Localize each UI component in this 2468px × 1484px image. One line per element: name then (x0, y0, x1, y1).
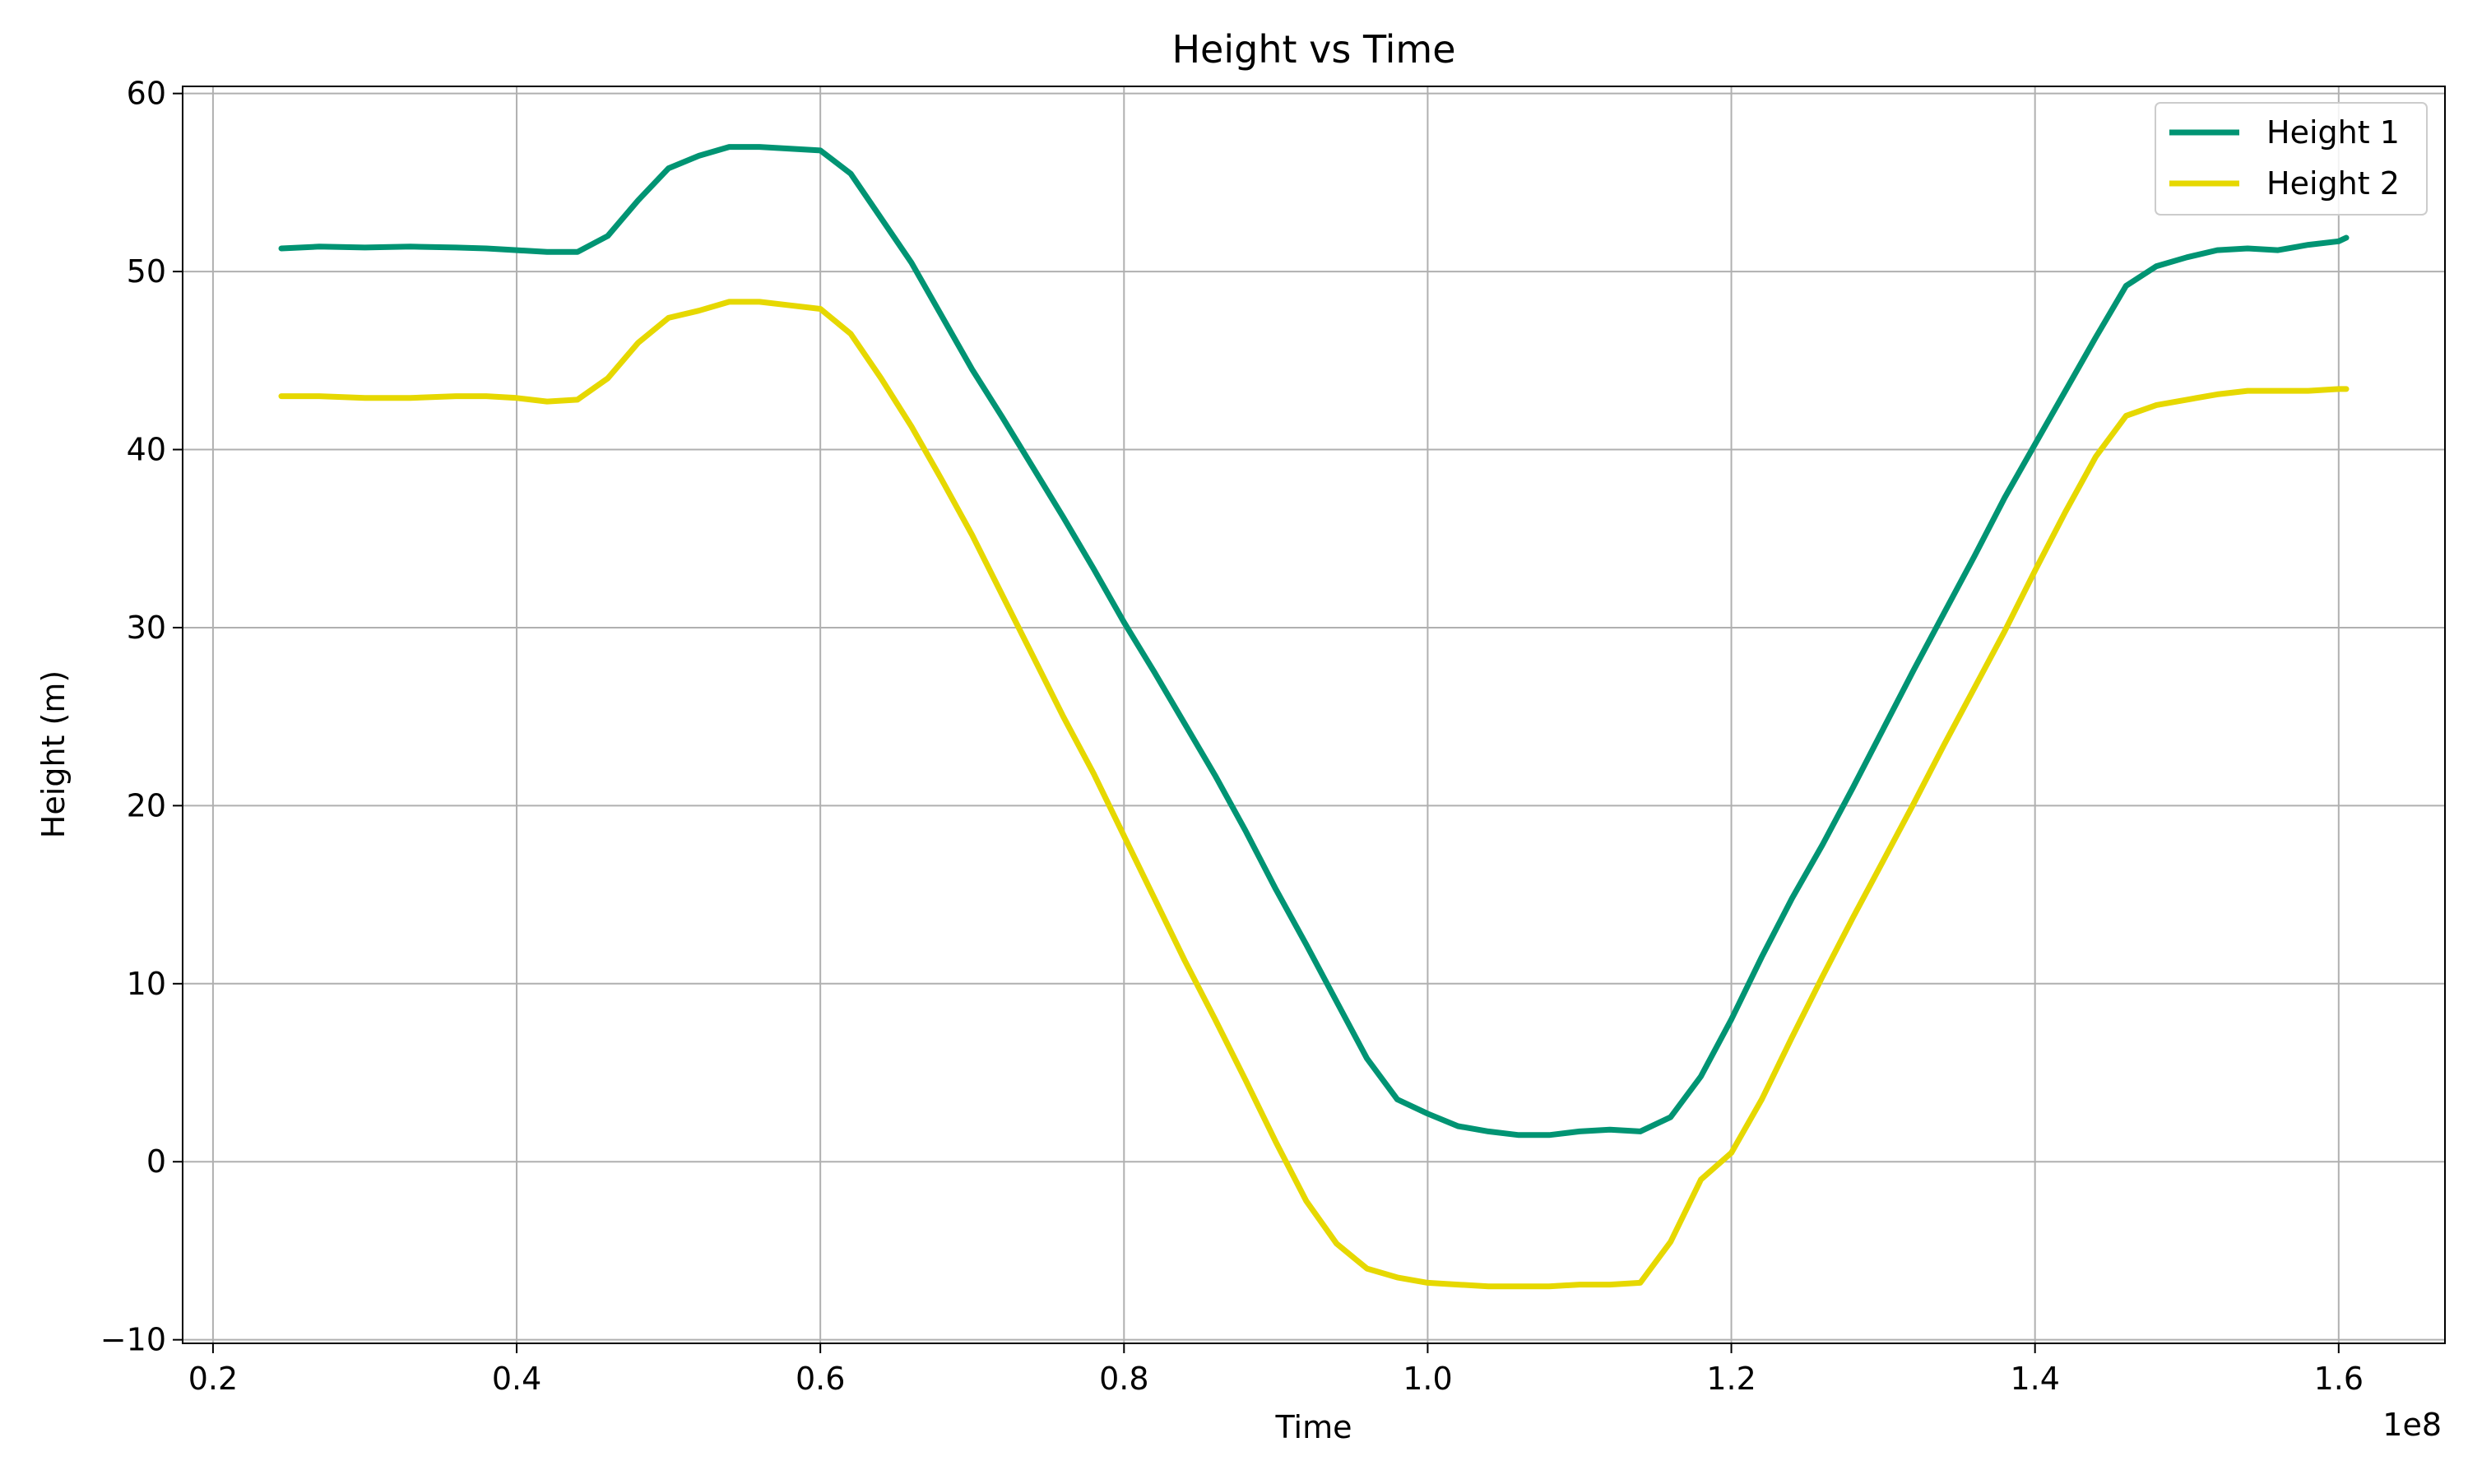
x-tick-label: 1.4 (2010, 1361, 2059, 1397)
plot-frame (182, 86, 2446, 1344)
y-tick-label: 0 (146, 1143, 166, 1180)
series-layer (278, 144, 2350, 1290)
y-tick-label: 10 (127, 966, 166, 1002)
x-tick-label: 0.6 (796, 1361, 845, 1397)
y-tick-label: 40 (127, 432, 166, 468)
x-tick-label: 0.2 (188, 1361, 238, 1397)
x-tick-label: 1.6 (2314, 1361, 2364, 1397)
series-line-height-2 (278, 299, 2350, 1290)
ticks-layer: 0.2 0.4 0.6 0.8 1.0 1.2 1.4 1.6 −10 0 10 20 30 40 50 60 (100, 76, 2364, 1397)
legend: Height 1 Height 2 (2155, 102, 2428, 216)
x-tick-label: 1.2 (1706, 1361, 1756, 1397)
legend-label-height-1: Height 1 (2266, 114, 2400, 151)
series-line-height-1 (278, 144, 2350, 1139)
y-axis-label: Height (m) (35, 670, 72, 838)
y-tick-label: 50 (127, 253, 166, 290)
grid-layer (183, 86, 2445, 1343)
x-axis-label: Time (1275, 1409, 1352, 1445)
x-tick-label: 1.0 (1403, 1361, 1452, 1397)
legend-label-height-2: Height 2 (2266, 165, 2400, 202)
x-tick-label: 0.8 (1099, 1361, 1148, 1397)
y-tick-label: 20 (127, 787, 166, 823)
y-tick-label: −10 (100, 1322, 166, 1358)
x-tick-label: 0.4 (492, 1361, 541, 1397)
y-tick-label: 30 (127, 610, 166, 646)
x-offset-label: 1e8 (2382, 1407, 2442, 1443)
y-tick-label: 60 (127, 76, 166, 112)
chart-title: Height vs Time (1171, 27, 1455, 72)
